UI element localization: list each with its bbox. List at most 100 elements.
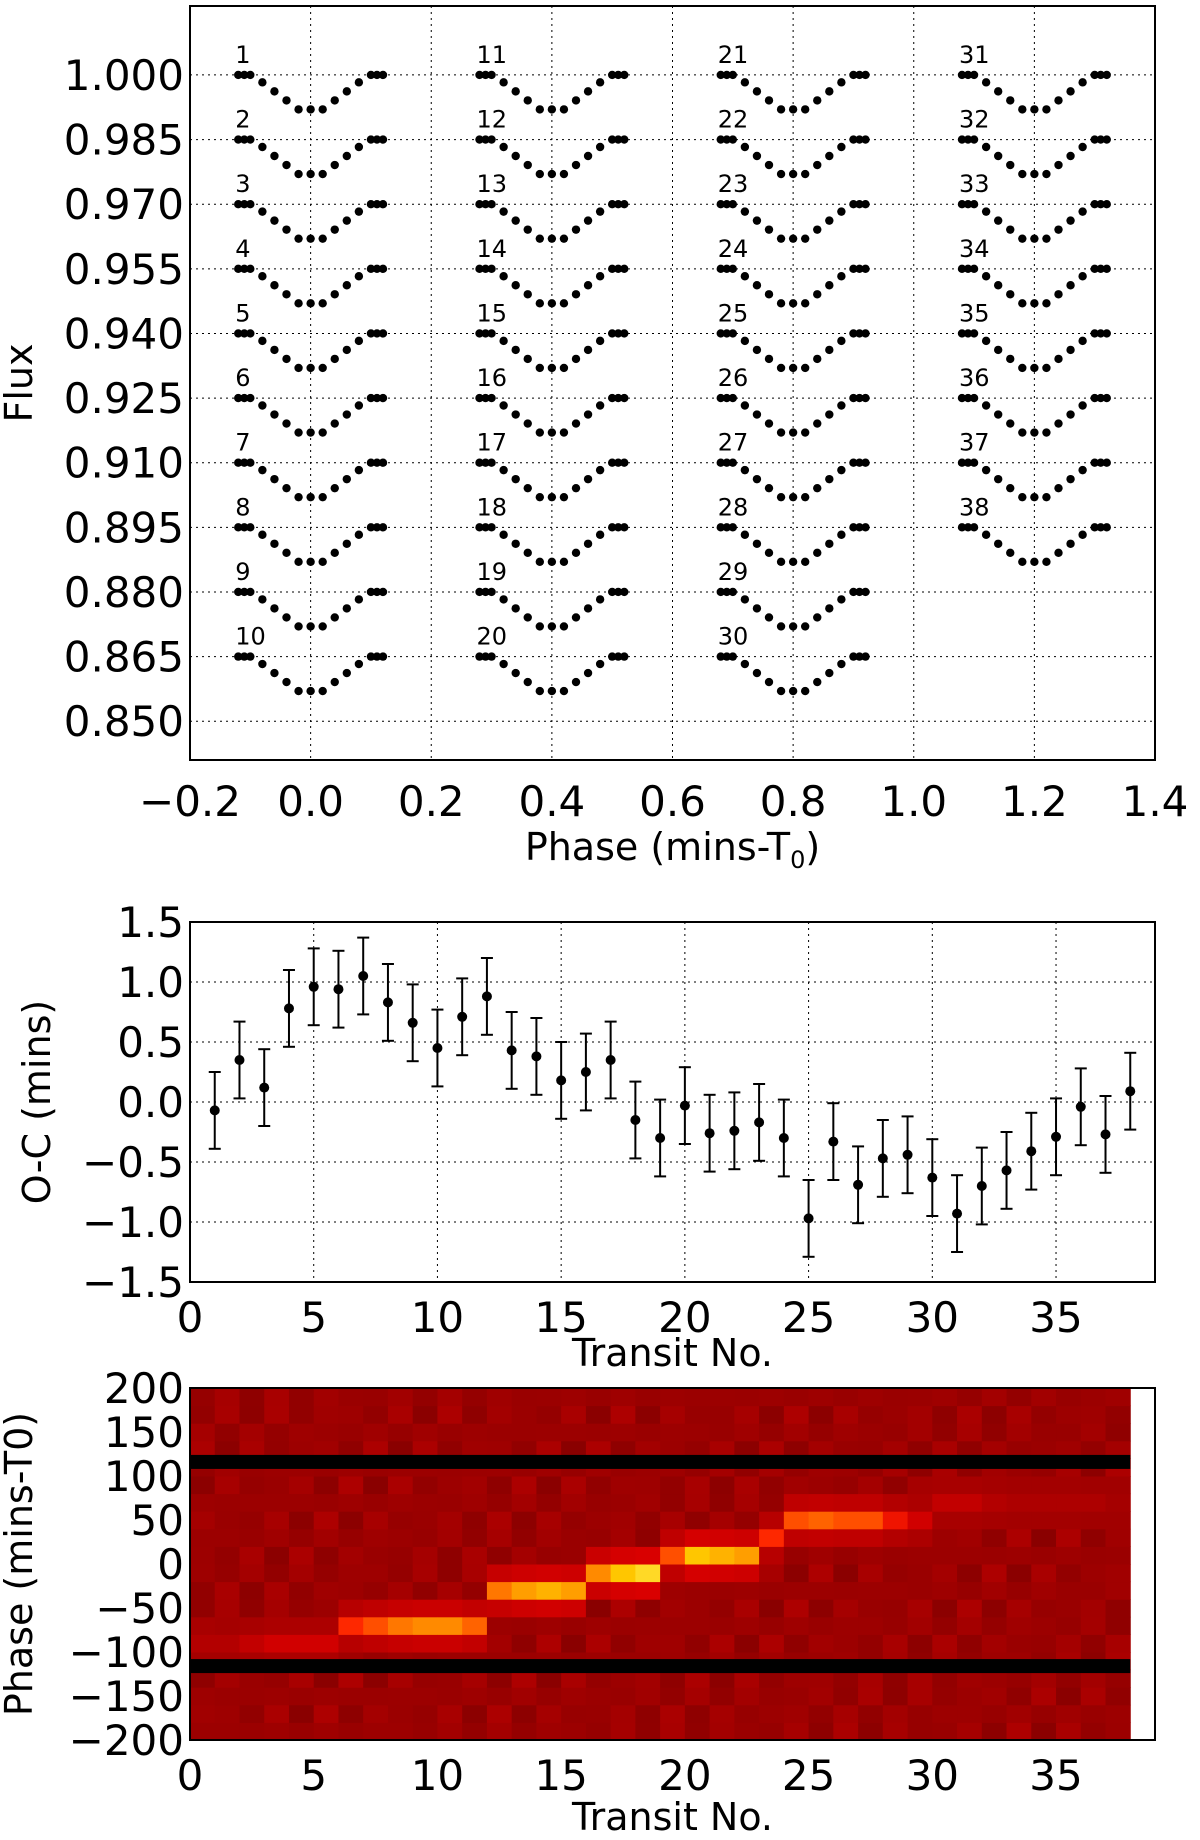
heatmap-cell (338, 1704, 364, 1723)
light-curve-point (1102, 199, 1111, 209)
heatmap-cell (338, 1546, 364, 1565)
light-curve-point (813, 419, 822, 428)
heatmap-cell (511, 1581, 537, 1600)
transit-label: 4 (235, 235, 250, 263)
heatmap-cell (585, 1564, 612, 1583)
light-curve-point (728, 587, 738, 597)
light-curve-point (475, 393, 484, 403)
heatmap-cell (561, 1599, 587, 1618)
oc-data-point (629, 1080, 642, 1160)
heatmap-cell (363, 1687, 389, 1706)
heatmap-cell (264, 1581, 290, 1600)
light-curve-point (1030, 234, 1039, 243)
heatmap-cell (833, 1405, 859, 1424)
light-curve-point (595, 530, 605, 539)
light-curve-point (330, 613, 339, 622)
heatmap-cell (635, 1616, 661, 1635)
heatmap-cell (190, 1704, 216, 1723)
light-curve-point (993, 281, 1003, 290)
heatmap-cell (190, 1528, 216, 1547)
oc-marker (407, 1017, 418, 1028)
y-tick-label: 0.895 (64, 503, 184, 552)
heatmap-cell (1006, 1440, 1032, 1459)
heatmap-cell (660, 1405, 686, 1424)
heatmap-cell (907, 1581, 933, 1600)
light-curve-point (378, 199, 388, 209)
heatmap-cell (1105, 1528, 1131, 1547)
light-curve-point (354, 207, 364, 216)
heatmap-cell (264, 1405, 290, 1424)
light-curve-point (475, 135, 484, 144)
heatmap-cell (239, 1476, 265, 1495)
heatmap-cell (1105, 1440, 1131, 1459)
oc-data-point (678, 1066, 691, 1145)
light-curve-point (969, 70, 979, 80)
heatmap-cell (957, 1528, 983, 1547)
light-curve-point (957, 199, 967, 209)
light-curve-point (372, 458, 382, 467)
heatmap-cell (288, 1493, 315, 1512)
heatmap-cell (759, 1722, 785, 1741)
heatmap-cell (882, 1669, 909, 1688)
light-curve-point (234, 329, 243, 338)
light-curve-point (1054, 290, 1063, 299)
heatmap-cell (907, 1405, 933, 1424)
light-curve-point (475, 652, 484, 661)
light-curve-point (957, 458, 967, 467)
oc-data-point (1124, 1051, 1137, 1131)
light-curve-point (1018, 169, 1027, 179)
light-curve-point (813, 483, 822, 493)
heatmap-cell (610, 1388, 636, 1407)
light-curve-point (614, 523, 623, 532)
light-curve-point (270, 474, 279, 484)
heatmap-cell (957, 1687, 983, 1706)
heatmap-cell (363, 1599, 389, 1618)
light-curve-point (294, 428, 303, 437)
heatmap-cell (932, 1581, 958, 1600)
heatmap-cell (981, 1476, 1008, 1495)
light-curve-point (800, 105, 810, 114)
heatmap-cell (833, 1599, 859, 1618)
oc-frame (189, 921, 1156, 1283)
light-curve-point (270, 410, 279, 419)
light-curve-point (258, 659, 267, 669)
light-curve-point (366, 652, 376, 661)
heatmap-cell (1056, 1546, 1082, 1565)
heatmap-cell (214, 1722, 240, 1741)
heatmap-cell (709, 1440, 735, 1459)
heatmap-cell (907, 1599, 933, 1618)
heatmap-cell (932, 1476, 958, 1495)
light-curve-point (607, 458, 617, 467)
heatmap-cell (363, 1388, 389, 1407)
light-curve-point (535, 363, 545, 373)
light-curve-point (366, 587, 376, 597)
heatmap-cell (486, 1599, 513, 1618)
heatmap-cell (833, 1669, 859, 1688)
heatmap-cell (511, 1546, 537, 1565)
heatmap-cell (1006, 1722, 1032, 1741)
transit-label: 28 (718, 493, 749, 521)
light-curve-point (620, 393, 629, 403)
heatmap-cell (363, 1528, 389, 1547)
heatmap-cell (783, 1511, 810, 1530)
heatmap-cell (610, 1722, 636, 1741)
light-curve-point (861, 329, 870, 338)
heatmap-cell (338, 1669, 364, 1688)
heatmap-cell (808, 1634, 834, 1653)
light-curve-point (813, 96, 822, 105)
light-curve-point (776, 234, 786, 243)
light-curve-point (234, 70, 243, 80)
light-curve-point (740, 78, 750, 87)
heatmap-cell (882, 1564, 909, 1583)
oc-grid (190, 922, 1155, 1282)
light-curve-point (258, 78, 267, 87)
oc-data-point (604, 1020, 617, 1100)
heatmap-cell (957, 1476, 983, 1495)
heatmap-cell (239, 1388, 265, 1407)
heatmap-cell (387, 1687, 414, 1706)
light-curve-point (475, 587, 484, 597)
heatmap-cell (412, 1388, 438, 1407)
light-curve-point (240, 199, 249, 209)
heatmap-cell (783, 1599, 810, 1618)
